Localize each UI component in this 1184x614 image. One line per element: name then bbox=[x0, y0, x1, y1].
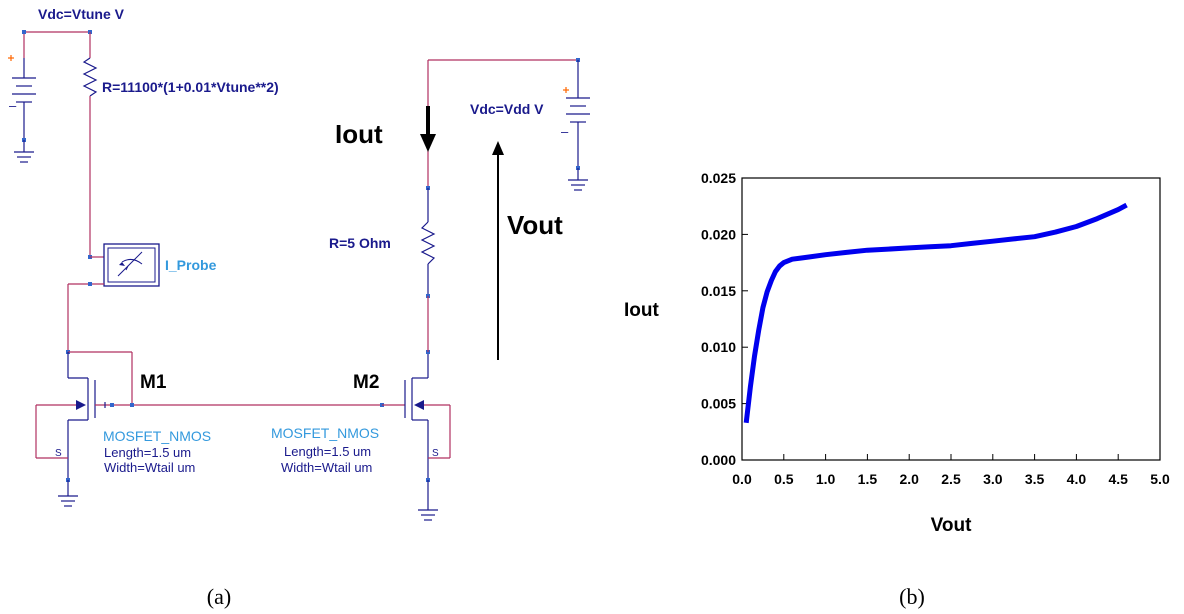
resistor-tune: R=11100*(1+0.01*Vtune**2) bbox=[82, 30, 279, 259]
vsource-dd-minus: – bbox=[561, 124, 569, 139]
x-tick-label: 0.5 bbox=[774, 471, 794, 487]
m2-length: Length=1.5 um bbox=[284, 444, 371, 459]
caption-b: (b) bbox=[899, 584, 925, 609]
x-tick-label: 4.0 bbox=[1067, 471, 1087, 487]
m1-length: Length=1.5 um bbox=[104, 445, 191, 460]
m2-source-pin: S bbox=[432, 448, 439, 459]
y-axis-ticks: 0.000 0.005 0.010 0.015 0.020 0.025 bbox=[701, 170, 748, 468]
vsource-tune-minus: – bbox=[9, 98, 17, 113]
vsource-dd-label: Vdc=Vdd V bbox=[470, 101, 544, 117]
x-tick-label: 1.0 bbox=[816, 471, 836, 487]
vsource-dd: – Vdc=Vdd V bbox=[470, 58, 590, 191]
ground-icon bbox=[418, 480, 438, 521]
x-axis-label: Vout bbox=[931, 515, 972, 536]
meter-icon bbox=[117, 251, 143, 277]
m1-width: Width=Wtail um bbox=[104, 460, 195, 475]
x-tick-label: 1.5 bbox=[858, 471, 878, 487]
schematic: Vdc=Vtune V – bbox=[8, 6, 590, 521]
vsource-tune: Vdc=Vtune V – bbox=[8, 6, 125, 163]
iout-vout-chart: 0.000 0.005 0.010 0.015 0.020 0.025 0.0 0.5 1.0… bbox=[624, 170, 1170, 536]
x-tick-label: 3.5 bbox=[1025, 471, 1045, 487]
y-tick-label: 0.000 bbox=[701, 452, 736, 468]
iout-label: Iout bbox=[335, 119, 383, 149]
down-arrow-icon bbox=[420, 134, 436, 152]
x-tick-label: 2.0 bbox=[899, 471, 919, 487]
vout-label: Vout bbox=[507, 210, 563, 240]
y-axis-label: Iout bbox=[624, 300, 659, 321]
m2-label: M2 bbox=[353, 372, 379, 393]
caption-a: (a) bbox=[207, 584, 231, 609]
series-layer bbox=[743, 202, 1128, 424]
m1-source-pin: S bbox=[55, 448, 62, 459]
x-axis-ticks: 0.0 0.5 1.0 1.5 2.0 2.5 3.0 3.5 4.0 4.5 5.0 bbox=[732, 454, 1170, 487]
x-tick-label: 3.0 bbox=[983, 471, 1003, 487]
m1-label: M1 bbox=[140, 372, 167, 393]
vsource-tune-label: Vdc=Vtune V bbox=[38, 6, 125, 22]
current-probe: I_Probe bbox=[67, 243, 217, 352]
m2-model: MOSFET_NMOS bbox=[271, 425, 379, 441]
y-tick-label: 0.025 bbox=[701, 170, 736, 186]
resistor-tune-label: R=11100*(1+0.01*Vtune**2) bbox=[102, 79, 279, 95]
up-arrow-icon bbox=[492, 141, 504, 155]
y-tick-label: 0.015 bbox=[701, 283, 736, 299]
m1-model: MOSFET_NMOS bbox=[103, 428, 211, 444]
probe-label: I_Probe bbox=[165, 257, 217, 273]
m2-width: Width=Wtail um bbox=[281, 460, 372, 475]
transistor-m2: M2 MOSFET_NMOS Length=1.5 um Width=Wtail… bbox=[271, 350, 451, 521]
ground-icon bbox=[14, 140, 34, 163]
x-tick-label: 5.0 bbox=[1150, 471, 1170, 487]
series-line bbox=[743, 202, 1128, 424]
x-tick-label: 0.0 bbox=[732, 471, 752, 487]
y-tick-label: 0.010 bbox=[701, 339, 736, 355]
y-tick-label: 0.020 bbox=[701, 226, 736, 242]
transistor-m1: M1 MOSFET_NMOS Length=1.5 um Width=Wtail… bbox=[35, 350, 211, 507]
vout-annotation: Vout bbox=[492, 141, 563, 360]
y-tick-label: 0.005 bbox=[701, 396, 736, 412]
x-tick-label: 2.5 bbox=[941, 471, 961, 487]
ground-icon bbox=[568, 168, 588, 191]
resistor-load-label: R=5 Ohm bbox=[329, 235, 391, 251]
iout-annotation: Iout bbox=[335, 106, 436, 152]
x-tick-label: 4.5 bbox=[1108, 471, 1128, 487]
ground-icon bbox=[58, 480, 78, 507]
